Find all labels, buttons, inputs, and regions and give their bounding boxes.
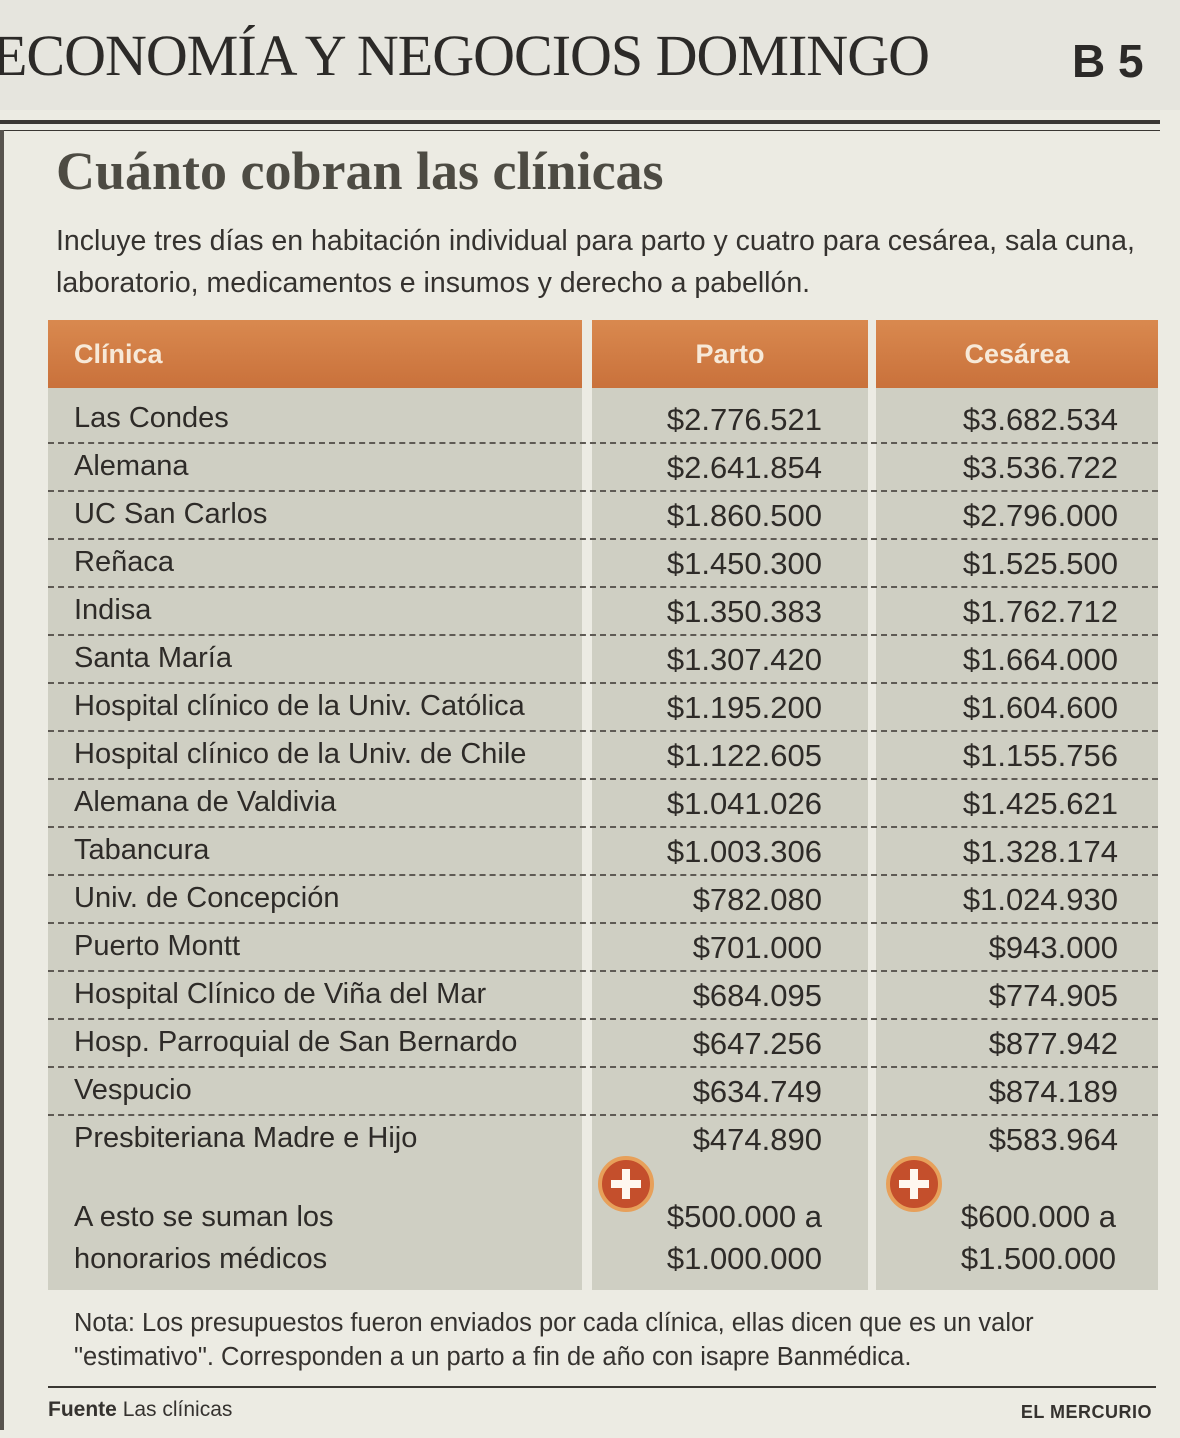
table-row: Tabancura $1.003.306 $1.328.174 [48, 828, 1158, 876]
fees-label-line2: honorarios médicos [74, 1243, 328, 1275]
footnote-line1: Nota: Los presupuestos fueron enviados p… [74, 1309, 1034, 1337]
table-row: Hospital Clínico de Viña del Mar $684.095… [48, 972, 1158, 1020]
cesarea-price: $943.000 [988, 930, 1118, 965]
clinic-name: UC San Carlos [74, 498, 268, 530]
headline: Cuánto cobran las clínicas [56, 141, 664, 201]
table-row: Univ. de Concepción $782.080 $1.024.930 [48, 876, 1158, 924]
clinic-name: Alemana [74, 450, 189, 482]
clinic-name: Santa María [74, 642, 232, 674]
parto-price: $634.749 [692, 1074, 822, 1109]
clinic-name: Univ. de Concepción [74, 882, 340, 914]
table-row: Las Condes $2.776.521 $3.682.534 [48, 396, 1158, 444]
cesarea-price: $3.536.722 [962, 450, 1118, 485]
header-parto: Parto [592, 320, 868, 388]
clinic-name: Hospital Clínico de Viña del Mar [74, 978, 487, 1010]
table-row: Alemana $2.641.854 $3.536.722 [48, 444, 1158, 492]
cesarea-price: $2.796.000 [962, 498, 1118, 533]
table-row: UC San Carlos $1.860.500 $2.796.000 [48, 492, 1158, 540]
cesarea-price: $1.664.000 [962, 642, 1118, 677]
top-rule-thin [0, 130, 1160, 131]
clinic-name: Alemana de Valdivia [74, 786, 337, 818]
plus-icon [598, 1156, 654, 1212]
fees-label-line1: A esto se suman los [74, 1201, 334, 1233]
table-row: Santa María $1.307.420 $1.664.000 [48, 636, 1158, 684]
parto-price: $1.307.420 [666, 642, 822, 677]
section-title: ECONOMÍA Y NEGOCIOS DOMINGO [0, 23, 930, 88]
parto-price: $1.003.306 [666, 834, 822, 869]
cesarea-price: $1.425.621 [962, 786, 1118, 821]
section-header-bar: ECONOMÍA Y NEGOCIOS DOMINGO B 5 [0, 0, 1180, 110]
cesarea-price: $774.905 [988, 978, 1118, 1013]
fees-label: A esto se suman los honorarios médicos [74, 1196, 474, 1280]
clinic-name: Hospital clínico de la Univ. de Chile [74, 738, 527, 770]
table-row: Reñaca $1.450.300 $1.525.500 [48, 540, 1158, 588]
parto-price: $1.450.300 [666, 546, 822, 581]
page-number: B 5 [1072, 35, 1144, 87]
table-row: Puerto Montt $701.000 $943.000 [48, 924, 1158, 972]
clinic-name: Hosp. Parroquial de San Bernardo [74, 1026, 518, 1058]
parto-price: $647.256 [692, 1026, 822, 1061]
table-row: Hosp. Parroquial de San Bernardo $647.256… [48, 1020, 1158, 1068]
cesarea-price: $3.682.534 [962, 402, 1118, 437]
left-edge-border [0, 130, 4, 1430]
clinic-name: Vespucio [74, 1074, 192, 1106]
source-text: Las clínicas [122, 1398, 233, 1421]
clinic-price-table: Las Condes $2.776.521 $3.682.534 Alemana $2.… [48, 396, 1158, 1164]
top-rule [0, 120, 1160, 124]
parto-price: $1.041.026 [666, 786, 822, 821]
cesarea-price: $1.525.500 [962, 546, 1118, 581]
bottom-rule [48, 1386, 1156, 1388]
table-row: Vespucio $634.749 $874.189 [48, 1068, 1158, 1116]
parto-price: $701.000 [692, 930, 822, 965]
footnote: Nota: Los presupuestos fueron enviados p… [74, 1306, 1154, 1374]
parto-price: $782.080 [692, 882, 822, 917]
source-credit: Fuente Las clínicas [48, 1398, 232, 1422]
fees-parto-line1: $500.000 a [666, 1199, 822, 1234]
table-row: Hospital clínico de la Univ. Católica $1.… [48, 684, 1158, 732]
cesarea-price: $1.328.174 [962, 834, 1118, 869]
parto-price: $1.195.200 [666, 690, 822, 725]
parto-price: $2.641.854 [666, 450, 822, 485]
cesarea-price: $1.762.712 [962, 594, 1118, 629]
source-label: Fuente [48, 1398, 117, 1421]
fees-cesarea-line2: $1.500.000 [960, 1241, 1116, 1276]
plus-icon [886, 1156, 942, 1212]
parto-price: $2.776.521 [666, 402, 822, 437]
parto-price: $474.890 [692, 1122, 822, 1157]
parto-price: $1.350.383 [666, 594, 822, 629]
clinic-name: Reñaca [74, 546, 174, 578]
fees-parto: $500.000 a $1.000.000 [600, 1196, 822, 1280]
parto-price: $1.122.605 [666, 738, 822, 773]
clinic-name: Hospital clínico de la Univ. Católica [74, 690, 525, 722]
fees-cesarea-line1: $600.000 a [960, 1199, 1116, 1234]
parto-price: $1.860.500 [666, 498, 822, 533]
cesarea-price: $1.155.756 [962, 738, 1118, 773]
cesarea-price: $874.189 [988, 1074, 1118, 1109]
subtitle: Incluye tres días en habitación individu… [56, 225, 1135, 299]
footnote-line2: "estimativo". Corresponden a un parto a … [74, 1343, 912, 1371]
clinic-name: Indisa [74, 594, 152, 626]
clinic-name: Puerto Montt [74, 930, 241, 962]
fees-cesarea: $600.000 a $1.500.000 [880, 1196, 1116, 1280]
header-clinic: Clínica [48, 320, 582, 388]
cesarea-price: $1.024.930 [962, 882, 1118, 917]
parto-price: $684.095 [692, 978, 822, 1013]
header-cesarea: Cesárea [876, 320, 1158, 388]
clinic-name: Las Condes [74, 402, 229, 434]
cesarea-price: $877.942 [988, 1026, 1118, 1061]
clinic-name: Presbiteriana Madre e Hijo [74, 1122, 418, 1154]
table-row: Alemana de Valdivia $1.041.026 $1.425.621 [48, 780, 1158, 828]
cesarea-price: $1.604.600 [962, 690, 1118, 725]
table-row: Indisa $1.350.383 $1.762.712 [48, 588, 1158, 636]
cesarea-price: $583.964 [988, 1122, 1118, 1157]
table-row: Presbiteriana Madre e Hijo $474.890 $583.9… [48, 1116, 1158, 1164]
publisher-brand: EL MERCURIO [1020, 1402, 1152, 1422]
fees-parto-line2: $1.000.000 [666, 1241, 822, 1276]
table-row: Hospital clínico de la Univ. de Chile $1.… [48, 732, 1158, 780]
clinic-name: Tabancura [74, 834, 210, 866]
